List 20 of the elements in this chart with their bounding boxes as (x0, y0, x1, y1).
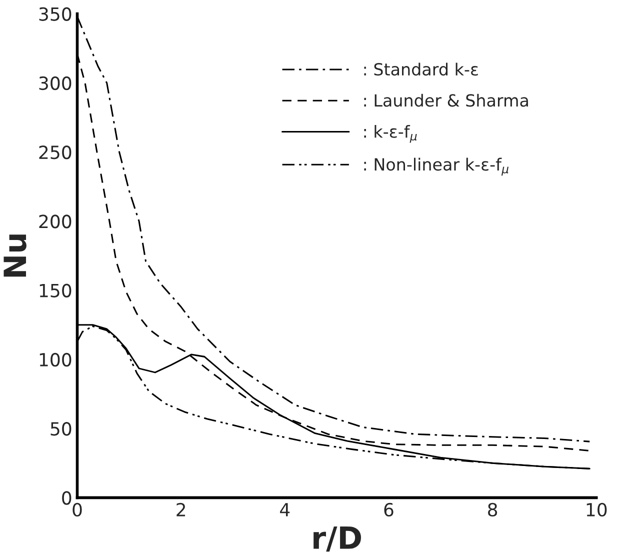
x-tick-label: 0 (72, 502, 82, 517)
y-tick-label: 100 (40, 352, 72, 367)
x-tick-label: 4 (280, 503, 290, 516)
y-tick-label: 200 (39, 214, 72, 228)
legend-label: : Non-linear k-ε-f$_{μ}$ (364, 158, 508, 176)
x-tick-label: 10 (586, 502, 607, 517)
y-tick-label: 350 (39, 7, 72, 21)
y-tick-label: 50 (50, 422, 72, 436)
y-tick-label: 250 (39, 146, 72, 160)
y-tick-label: 0 (62, 491, 72, 505)
x-tick-label: 2 (176, 502, 186, 516)
y-tick-label: 150 (40, 284, 72, 298)
legend-label: : Standard k-ε (364, 62, 478, 76)
legend-label: : Launder & Sharma (364, 94, 528, 107)
x-tick-label: 8 (488, 502, 498, 517)
y-axis-title: Nu (4, 234, 26, 277)
x-axis-title: r/D (314, 526, 362, 552)
y-tick-label: 300 (39, 76, 72, 90)
x-tick-label: 6 (384, 502, 394, 517)
legend-label: : k-ε-f$_{μ}$ (364, 124, 417, 143)
